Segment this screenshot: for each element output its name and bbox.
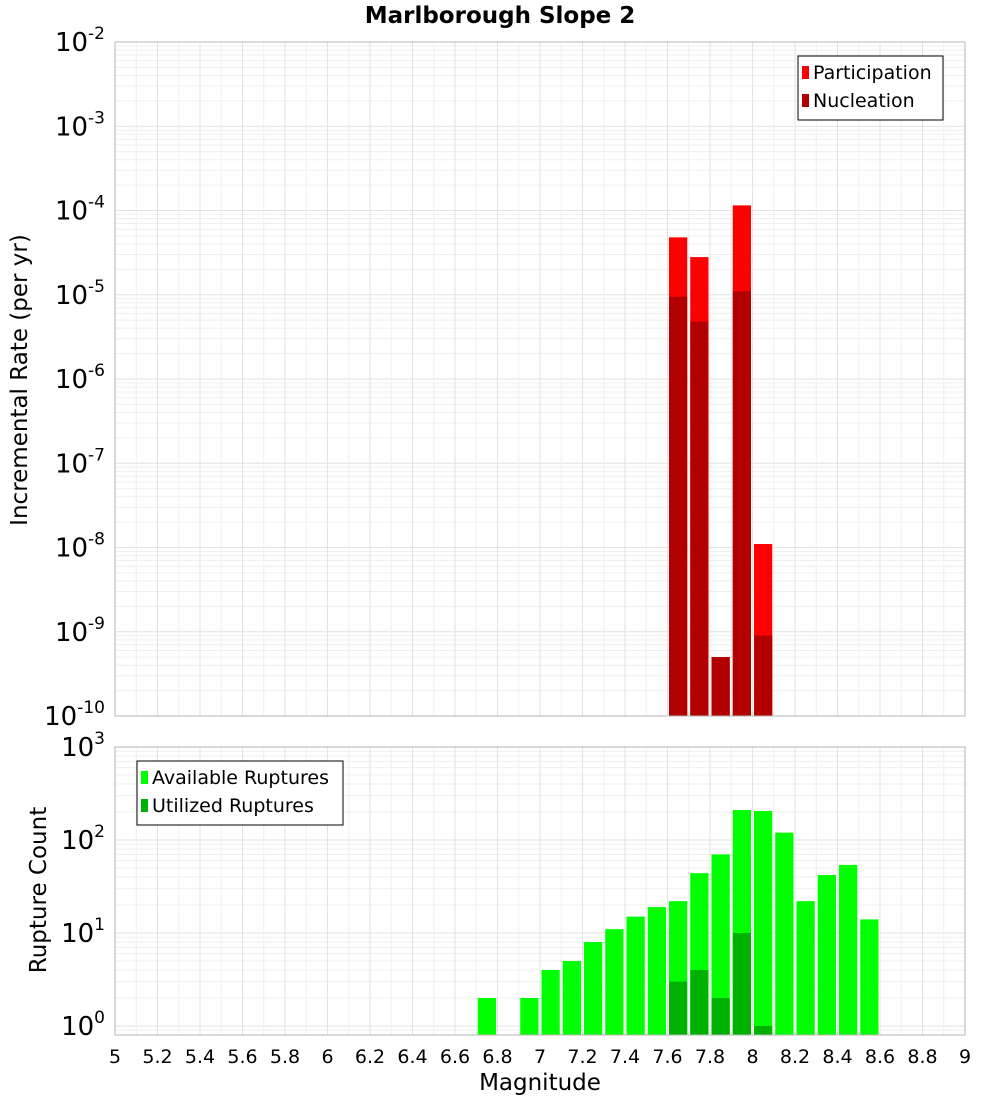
bar [669,296,688,716]
bar [690,969,709,1035]
x-tick-label: 6.8 [482,1046,512,1068]
x-tick-label: 7.6 [652,1046,682,1068]
x-tick-label: 8.6 [865,1046,895,1068]
count-legend: Available Ruptures Utilized Ruptures [136,760,344,826]
bar [754,635,773,716]
bar [839,864,858,1035]
chart-title: Marlborough Slope 2 [365,3,636,29]
y-tick-label: 10-5 [55,277,105,311]
legend-swatch [141,799,148,812]
count-y-tick-labels: 100 101 102 103 [61,729,105,1042]
bar [477,997,496,1035]
bar [711,657,730,716]
bar [520,997,539,1035]
count-x-tick-labels: 5 5.2 5.4 5.6 5.8 6 6.2 6.4 6.6 6.8 7 7.2 7.4 7.6 7.8 8… [109,1046,971,1068]
x-tick-label: 9 [959,1046,971,1068]
x-tick-label: 5.2 [142,1046,172,1068]
x-tick-label: 5.4 [185,1046,215,1068]
legend-swatch [141,771,148,784]
bar [817,875,836,1035]
bar [732,291,751,716]
x-tick-label: 6 [321,1046,333,1068]
bar [754,1025,773,1035]
x-tick-label: 8.8 [907,1046,937,1068]
x-tick-label: 7.2 [567,1046,597,1068]
x-tick-label: 6.4 [397,1046,427,1068]
x-tick-label: 5.8 [270,1046,300,1068]
bar [690,321,709,716]
bar [732,932,751,1035]
x-tick-label: 7 [534,1046,546,1068]
y-tick-label: 102 [61,822,105,856]
bar [541,969,560,1035]
x-tick-label: 6.6 [440,1046,470,1068]
legend-box [136,760,344,826]
x-tick-label: 8.2 [780,1046,810,1068]
y-tick-label: 10-9 [55,614,105,648]
y-tick-label: 100 [61,1008,105,1042]
bar [754,811,773,1035]
count-plot-border [114,746,966,1036]
bar [775,832,794,1035]
top-y-axis-label: Incremental Rate (per yr) [7,234,33,526]
rate-y-tick-labels: 10-10 10-9 10-8 10-7 10-6 10-5 10-4 10-3 10-2 [44,24,105,732]
rate-grid [114,41,966,717]
y-tick-label: 10-2 [55,24,105,58]
x-tick-label: 7.8 [695,1046,725,1068]
legend-box [797,55,944,121]
count-series-utilized-ruptures [669,932,773,1035]
legend-label: Available Ruptures [152,767,329,789]
y-tick-label: 10-10 [44,698,105,732]
bar [626,916,645,1035]
rate-series-nucleation [669,291,773,716]
y-tick-label: 10-4 [55,193,105,227]
y-tick-label: 10-3 [55,108,105,142]
y-tick-label: 103 [61,729,105,763]
bar [711,997,730,1035]
legend-swatch [802,94,809,107]
y-tick-label: 10-8 [55,530,105,564]
bar [562,960,581,1035]
x-tick-label: 8 [746,1046,758,1068]
y-tick-label: 101 [61,915,105,949]
legend-label: Nucleation [813,90,915,112]
x-tick-label: 7.4 [610,1046,640,1068]
y-tick-label: 10-6 [55,361,105,395]
bottom-y-axis-label: Rupture Count [26,807,52,973]
rate-legend: Participation Nucleation [797,55,944,121]
legend-swatch [802,66,809,79]
x-tick-label: 8.4 [822,1046,852,1068]
legend-label: Participation [813,62,932,84]
x-tick-label: 5.6 [227,1046,257,1068]
x-tick-label: 5 [109,1046,121,1068]
bar [860,919,879,1035]
x-axis-label: Magnitude [479,1070,601,1096]
bar [584,942,603,1035]
bar [669,981,688,1035]
count-series-available-ruptures [477,810,879,1035]
x-tick-label: 6.2 [355,1046,385,1068]
bar [796,901,815,1035]
bar [711,854,730,1035]
y-tick-label: 10-7 [55,445,105,479]
bar [605,929,624,1035]
rate-plot-border [114,41,966,717]
legend-label: Utilized Ruptures [152,795,314,817]
rate-plot: 10-10 10-9 10-8 10-7 10-6 10-5 10-4 10-3 10-2 Par… [44,24,966,732]
bar [647,907,666,1035]
